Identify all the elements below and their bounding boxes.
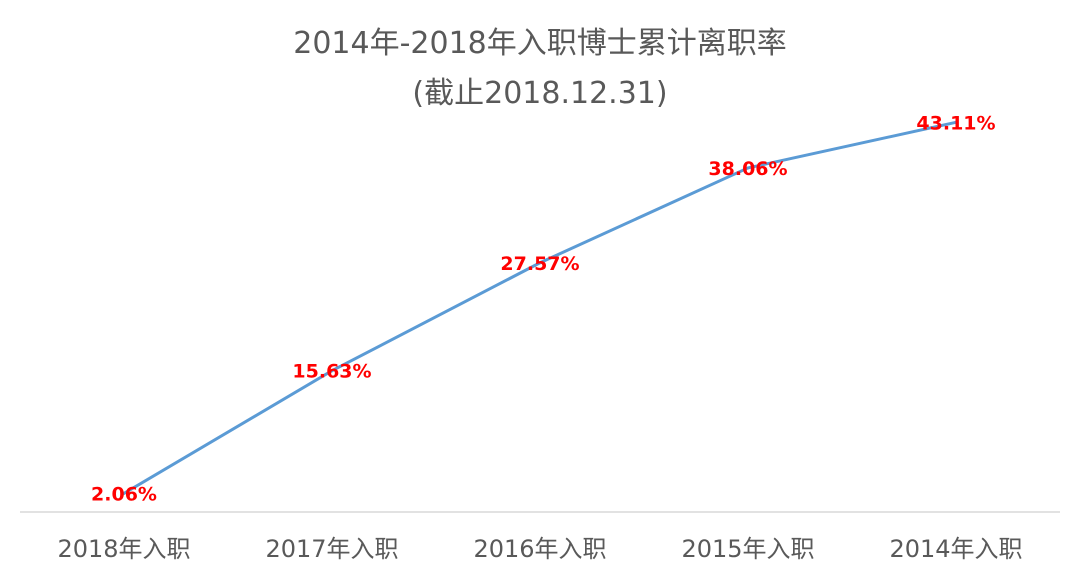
chart-title: 2014年-2018年入职博士累计离职率 — [293, 26, 787, 61]
data-point — [538, 261, 542, 265]
x-tick-label: 2018年入职 — [57, 535, 190, 563]
x-tick-label: 2016年入职 — [473, 535, 606, 563]
data-label: 43.11% — [916, 112, 995, 134]
data-label: 2.06% — [91, 483, 157, 505]
data-point — [330, 369, 334, 373]
data-label: 27.57% — [500, 253, 579, 275]
x-tick-label: 2017年入职 — [265, 535, 398, 563]
data-label: 15.63% — [292, 361, 371, 383]
series-line — [122, 120, 958, 495]
data-point — [746, 166, 750, 170]
x-tick-label: 2015年入职 — [681, 535, 814, 563]
chart-subtitle: (截止2018.12.31) — [412, 76, 668, 111]
x-tick-label: 2014年入职 — [889, 535, 1022, 563]
data-point — [122, 491, 126, 495]
data-point — [954, 120, 958, 124]
data-label: 38.06% — [708, 158, 787, 180]
